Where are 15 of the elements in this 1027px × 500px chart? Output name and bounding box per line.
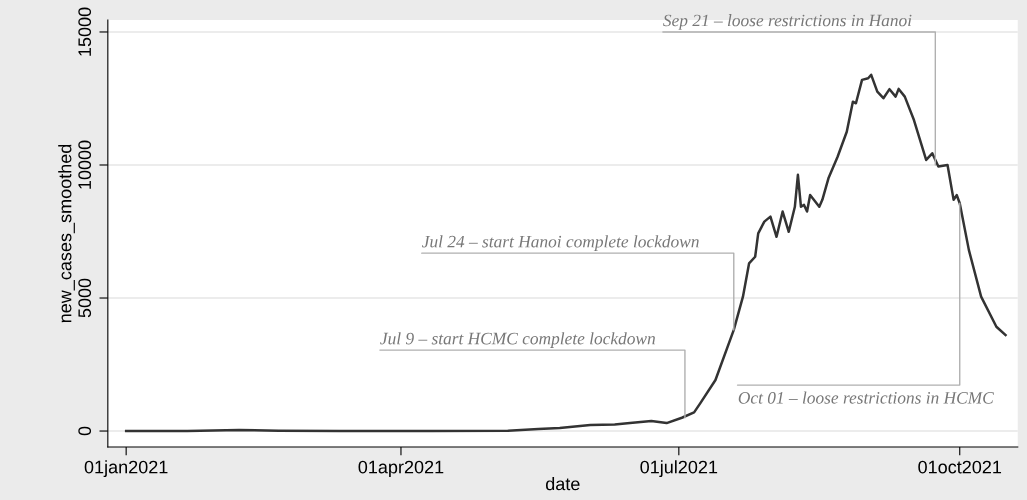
annotation: Jul 24 – start Hanoi complete lockdown	[422, 235, 699, 252]
annotation: Jul 9 – start HCMC complete lockdown	[380, 332, 655, 348]
y-axis-title: new_cases_smoothed	[58, 144, 75, 323]
x-tick-label: 01jul2021	[640, 460, 718, 478]
y-tick-label: 15000	[78, 7, 92, 56]
y-tick-label: 5000	[78, 278, 92, 318]
y-tick-label: 0	[78, 426, 92, 436]
x-axis-title: date	[545, 477, 580, 491]
annotation: Sep 21 – loose restrictions in Hanoi	[663, 14, 912, 30]
x-tick-label: 01oct2021	[918, 460, 1002, 474]
x-tick-label: 01apr2021	[358, 460, 444, 478]
y-tick-label: 10000	[78, 140, 92, 189]
annotation: Oct 01 – loose restrictions in HCMC	[738, 391, 994, 404]
x-tick-label: 01jan2021	[84, 460, 168, 478]
line-series	[124, 73, 1007, 433]
